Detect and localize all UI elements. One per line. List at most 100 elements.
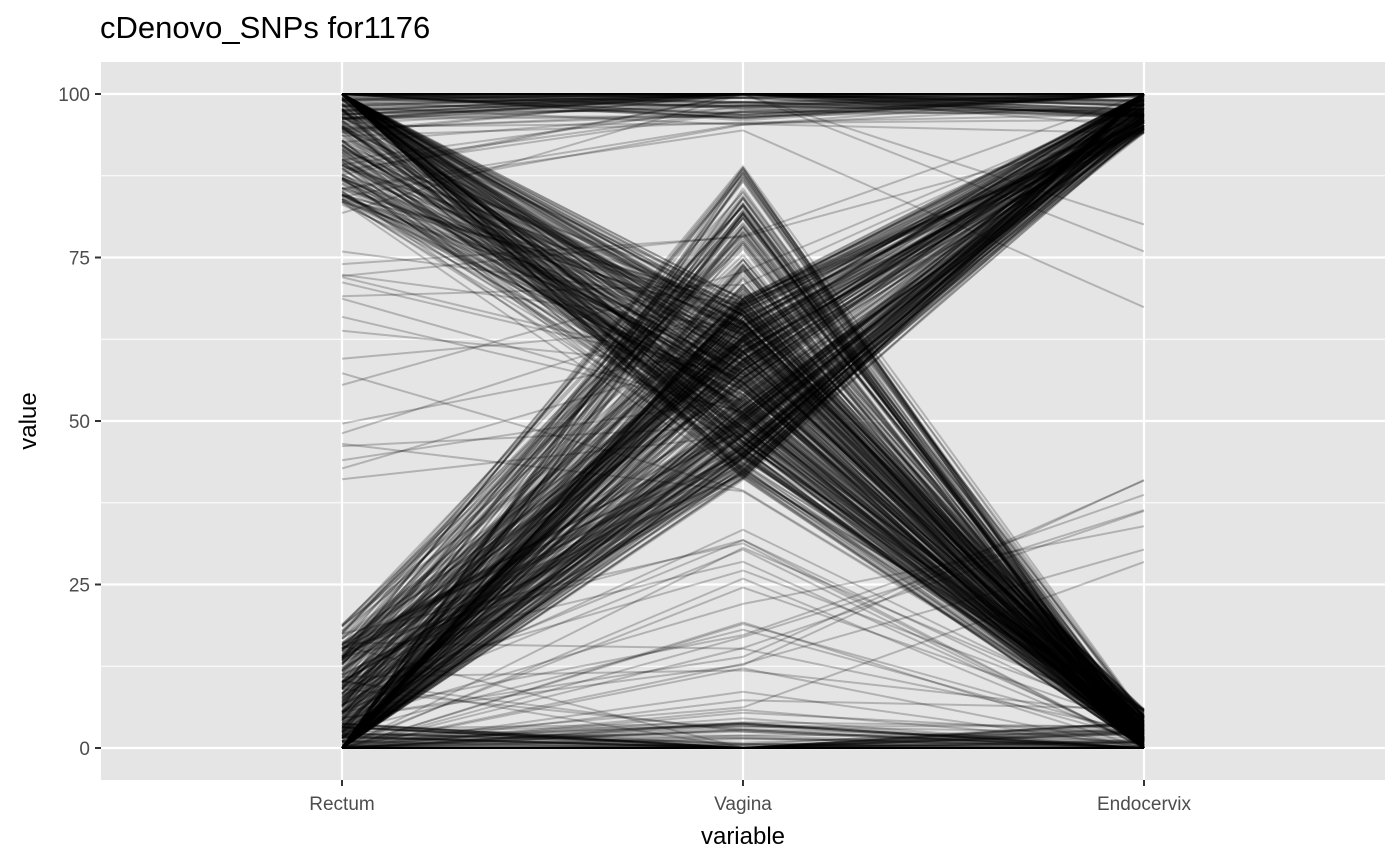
series-line — [341, 97, 1145, 684]
series-line — [341, 113, 1145, 701]
series-line — [341, 263, 1145, 749]
series-line — [341, 244, 1145, 749]
series-line — [341, 93, 1145, 663]
series-line — [341, 93, 1145, 735]
series-line — [341, 122, 1145, 694]
series-line — [341, 97, 1145, 749]
series-line — [341, 93, 1145, 732]
series-line — [341, 93, 1145, 644]
series-line — [341, 93, 1145, 120]
series-line — [341, 176, 1145, 731]
series-line — [341, 186, 1145, 749]
series-line — [341, 116, 1145, 742]
series-line — [341, 510, 1145, 749]
series-line — [341, 211, 1145, 749]
series-line — [341, 265, 1145, 729]
series-line — [341, 93, 1145, 749]
series-line — [341, 93, 1145, 744]
series-line — [341, 195, 1145, 749]
series-line — [341, 93, 1145, 742]
series-line — [341, 93, 1145, 749]
series-line — [341, 120, 1145, 687]
series-line — [341, 129, 1145, 718]
series-line — [341, 283, 1145, 749]
series-line — [341, 93, 1144, 176]
series-line — [341, 93, 1145, 108]
series-line — [341, 726, 1145, 750]
series-line — [341, 93, 1145, 749]
series-line — [341, 309, 1145, 741]
series-line — [341, 129, 1145, 749]
series-line — [341, 121, 1145, 722]
series-line — [341, 139, 1145, 749]
series-line — [341, 93, 1145, 742]
series-line — [341, 93, 1145, 654]
series-line — [342, 727, 1145, 749]
series-line — [341, 92, 1145, 253]
series-line — [341, 120, 1145, 739]
series-line — [341, 93, 1145, 670]
series-line — [341, 125, 1145, 650]
series-line — [341, 120, 1145, 743]
series-line — [341, 93, 1145, 706]
series-line — [341, 93, 1145, 749]
series-line — [341, 242, 1145, 749]
series-line — [341, 102, 1145, 702]
series-line — [341, 93, 1145, 734]
series-line — [341, 336, 1145, 736]
series-line — [341, 109, 1145, 749]
series-line — [341, 93, 1145, 100]
series-line — [341, 99, 1145, 749]
series-line — [341, 224, 1145, 749]
series-line — [341, 100, 1145, 125]
series-line — [341, 257, 1145, 749]
series-line — [341, 93, 1145, 748]
series-line — [341, 509, 1145, 749]
series-line — [341, 106, 1145, 749]
series-line — [341, 119, 1145, 749]
series-line — [341, 116, 1145, 749]
series-line — [341, 93, 1145, 709]
series-line — [341, 109, 1145, 673]
series-line — [341, 152, 1145, 749]
series-line — [341, 93, 1145, 684]
series-line — [341, 97, 1145, 749]
series-line — [341, 131, 1145, 652]
series-line — [341, 717, 1145, 749]
series-line — [341, 253, 1145, 748]
series-line — [341, 146, 1145, 749]
series-line — [341, 163, 1145, 743]
series-line — [341, 118, 1145, 749]
series-line — [341, 113, 1145, 749]
series-line — [341, 93, 1145, 716]
series-line — [342, 93, 1145, 99]
series-line — [341, 108, 1145, 739]
series-line — [341, 113, 1145, 749]
series-line — [341, 343, 1145, 722]
series-line — [341, 93, 1145, 739]
series-line — [341, 96, 1145, 714]
series-line — [341, 93, 1144, 102]
series-line — [341, 167, 1145, 733]
series-line — [341, 93, 1145, 744]
series-line — [341, 546, 1145, 749]
series-line — [341, 548, 1145, 749]
series-line — [341, 114, 1145, 749]
series-line — [341, 722, 1145, 749]
series-line — [341, 193, 1145, 749]
series-line — [341, 93, 1145, 723]
series-line — [341, 93, 1145, 688]
series-line — [341, 125, 1145, 661]
series-line — [341, 93, 1145, 715]
series-line — [341, 258, 1145, 723]
series-line — [341, 128, 1145, 691]
series-line — [341, 93, 1145, 743]
series-line — [341, 688, 1145, 749]
series-line — [341, 148, 1145, 743]
series-line — [341, 190, 1145, 747]
series-line — [341, 215, 1145, 749]
series-line — [341, 190, 1145, 720]
series-line — [341, 194, 1145, 717]
series-line — [341, 335, 1145, 749]
series-line — [341, 542, 1145, 749]
